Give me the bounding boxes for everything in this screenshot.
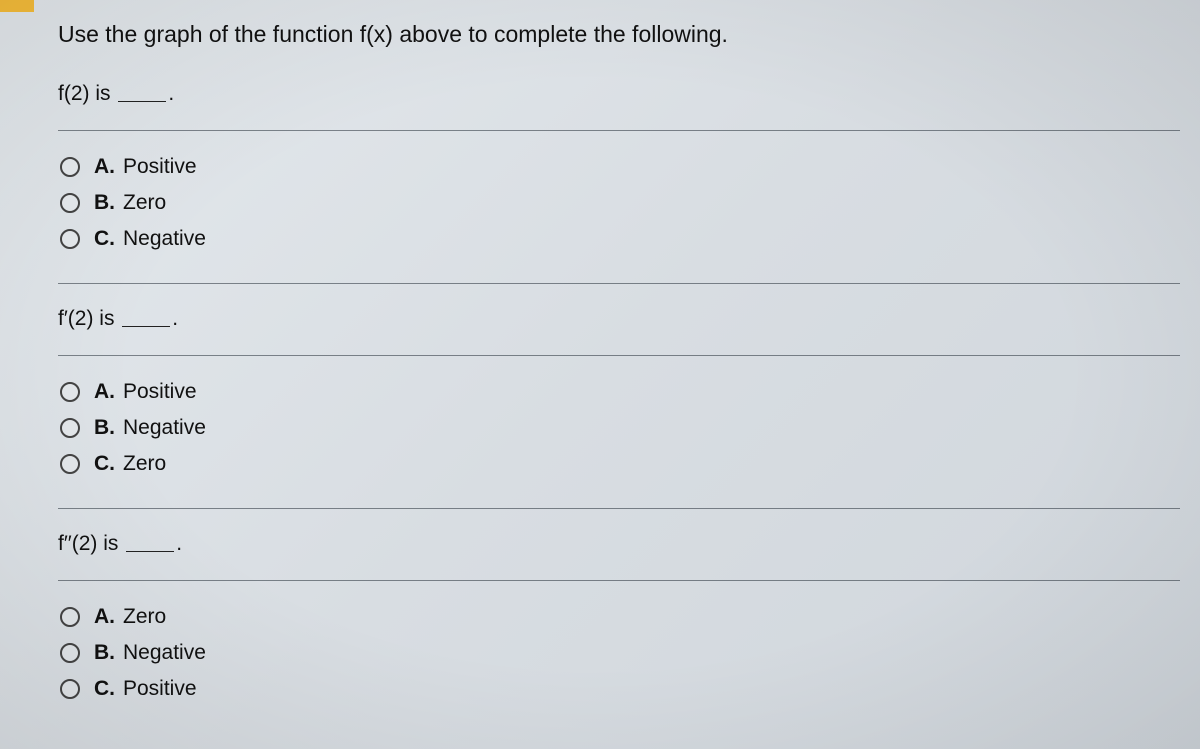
option-row[interactable]: A. Positive <box>58 374 1180 410</box>
option-label: Zero <box>123 605 166 628</box>
stem-prefix: f′′(2) is <box>58 532 124 555</box>
option-label: Negative <box>123 416 206 439</box>
option-label: Positive <box>123 380 197 403</box>
radio-button[interactable] <box>60 382 80 402</box>
option-row[interactable]: A. Positive <box>58 149 1180 185</box>
question-stem: f′′(2) is . <box>58 527 1180 556</box>
radio-button[interactable] <box>60 157 80 177</box>
option-letter: C. <box>94 227 115 250</box>
divider-line <box>58 580 1180 581</box>
option-label: Zero <box>123 452 166 475</box>
divider-line <box>58 130 1180 131</box>
option-letter: A. <box>94 380 115 403</box>
option-row[interactable]: C. Positive <box>58 671 1180 707</box>
radio-button[interactable] <box>60 418 80 438</box>
blank-underline <box>118 79 166 102</box>
question-block-1: f(2) is . A. Positive B. Zero C. Negative <box>58 77 1180 257</box>
option-letter: B. <box>94 191 115 214</box>
option-row[interactable]: C. Negative <box>58 221 1180 257</box>
blank-underline <box>122 304 170 327</box>
option-letter: A. <box>94 605 115 628</box>
option-text: A. Positive <box>94 380 197 404</box>
option-row[interactable]: A. Zero <box>58 599 1180 635</box>
radio-button[interactable] <box>60 454 80 474</box>
option-row[interactable]: B. Negative <box>58 410 1180 446</box>
instruction-text: Use the graph of the function f(x) above… <box>58 18 1180 51</box>
option-text: B. Negative <box>94 416 206 440</box>
question-panel: { "colors": { "background": "#dfe4e8", "… <box>0 0 1200 749</box>
option-letter: B. <box>94 416 115 439</box>
option-label: Negative <box>123 227 206 250</box>
option-text: C. Positive <box>94 677 197 701</box>
blank-underline <box>126 529 174 552</box>
question-block-3: f′′(2) is . A. Zero B. Negative C. Positive <box>58 527 1180 707</box>
option-row[interactable]: B. Zero <box>58 185 1180 221</box>
option-letter: A. <box>94 155 115 178</box>
option-letter: C. <box>94 452 115 475</box>
option-text: C. Zero <box>94 452 166 476</box>
option-row[interactable]: C. Zero <box>58 446 1180 482</box>
option-letter: C. <box>94 677 115 700</box>
option-text: B. Zero <box>94 191 166 215</box>
divider-line <box>58 283 1180 284</box>
divider-line <box>58 355 1180 356</box>
radio-button[interactable] <box>60 607 80 627</box>
option-text: B. Negative <box>94 641 206 665</box>
option-label: Positive <box>123 677 197 700</box>
option-letter: B. <box>94 641 115 664</box>
radio-button[interactable] <box>60 679 80 699</box>
option-label: Positive <box>123 155 197 178</box>
option-text: C. Negative <box>94 227 206 251</box>
question-content: Use the graph of the function f(x) above… <box>58 18 1180 733</box>
stem-prefix: f′(2) is <box>58 307 120 330</box>
option-text: A. Positive <box>94 155 197 179</box>
stem-suffix: . <box>168 82 174 105</box>
radio-button[interactable] <box>60 643 80 663</box>
divider-line <box>58 508 1180 509</box>
option-label: Negative <box>123 641 206 664</box>
question-block-2: f′(2) is . A. Positive B. Negative C. Zero <box>58 302 1180 482</box>
option-text: A. Zero <box>94 605 166 629</box>
radio-button[interactable] <box>60 229 80 249</box>
radio-button[interactable] <box>60 193 80 213</box>
option-label: Zero <box>123 191 166 214</box>
stem-suffix: . <box>172 307 178 330</box>
section-accent-bar <box>0 0 34 12</box>
option-row[interactable]: B. Negative <box>58 635 1180 671</box>
stem-suffix: . <box>176 532 182 555</box>
stem-prefix: f(2) is <box>58 82 116 105</box>
question-stem: f(2) is . <box>58 77 1180 106</box>
question-stem: f′(2) is . <box>58 302 1180 331</box>
